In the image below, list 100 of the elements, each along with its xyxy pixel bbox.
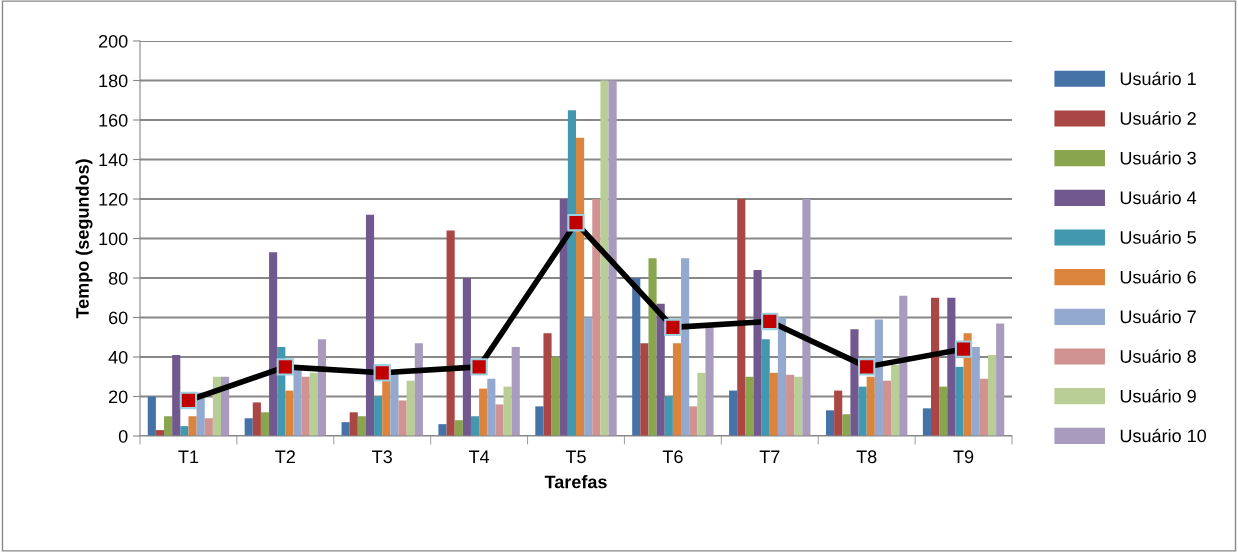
x-tick-label: T6: [662, 450, 683, 464]
bar: [349, 412, 358, 436]
bar: [382, 380, 391, 436]
bar: [882, 380, 892, 436]
bar: [576, 137, 585, 436]
bar: [317, 339, 327, 436]
bar: [866, 376, 875, 436]
bar: [850, 329, 859, 436]
x-tick-label: T9: [953, 450, 974, 464]
bar: [180, 426, 189, 436]
bar: [939, 386, 948, 436]
legend-label: Usuário 9: [1120, 389, 1196, 403]
x-tick-label: T3: [372, 450, 392, 464]
bar: [374, 396, 383, 436]
bar: [761, 339, 770, 436]
bar: [979, 378, 988, 436]
bar: [357, 416, 366, 436]
bar: [172, 355, 181, 436]
bar: [931, 297, 940, 436]
bar: [891, 364, 900, 436]
bar: [656, 303, 665, 436]
bar: [559, 199, 568, 436]
bar: [147, 396, 156, 436]
y-tick-label: 0: [118, 429, 128, 443]
y-tick-label: 60: [109, 311, 128, 325]
bar: [697, 372, 706, 436]
bar: [996, 323, 1005, 436]
bar: [705, 327, 714, 436]
bar: [608, 80, 617, 436]
legend-label: Usuário 3: [1120, 151, 1196, 165]
bar: [252, 402, 261, 436]
bar: [592, 199, 601, 436]
bar: [753, 270, 762, 436]
bar: [794, 376, 803, 436]
bar: [309, 372, 318, 436]
y-tick-label: 140: [99, 153, 128, 167]
x-axis-title: Tarefas: [544, 475, 607, 489]
bar: [689, 406, 698, 436]
legend-label: Usuário 10: [1120, 428, 1207, 443]
bar: [987, 355, 997, 436]
legend-label: Usuário 5: [1120, 230, 1196, 244]
bar: [842, 414, 851, 436]
legend-label: Usuário 1: [1120, 71, 1196, 86]
legend-label: Usuário 4: [1120, 190, 1197, 205]
bar: [511, 347, 520, 436]
x-tick-label: T2: [275, 450, 295, 463]
bar: [737, 199, 746, 436]
legend-label: Usuário 6: [1120, 270, 1196, 284]
bar: [640, 343, 649, 436]
bar: [495, 404, 504, 436]
bar: [955, 366, 964, 436]
bar: [648, 258, 657, 436]
bar: [204, 418, 213, 436]
bar: [584, 317, 593, 436]
y-axis-title: Tempo (segundos): [75, 159, 93, 319]
bar: [858, 386, 867, 436]
legend-label: Usuário 2: [1120, 111, 1196, 125]
legend-label: Usuário 8: [1120, 349, 1196, 363]
x-tick-label: T5: [565, 450, 586, 464]
bar: [664, 396, 673, 436]
bar: [365, 214, 375, 436]
bar: [341, 422, 350, 436]
bar: [188, 416, 197, 436]
y-tick-label: 160: [99, 113, 128, 127]
bar: [947, 297, 956, 436]
bar: [164, 416, 173, 436]
y-tick-label: 20: [109, 390, 128, 404]
bar: [487, 378, 496, 436]
bar: [600, 80, 609, 436]
bar: [551, 357, 560, 436]
bar: [729, 390, 738, 436]
bar: [899, 295, 908, 436]
bar: [802, 199, 811, 436]
y-tick-label: 80: [108, 271, 128, 285]
y-tick-label: 100: [99, 232, 128, 246]
bar: [398, 400, 407, 436]
y-tick-label: 120: [99, 192, 128, 206]
bar: [535, 406, 544, 436]
bar: [470, 416, 480, 436]
bar: [745, 376, 754, 436]
bar: [825, 410, 835, 436]
y-tick-label: 180: [99, 74, 128, 88]
bar: [834, 390, 843, 436]
bar: [406, 380, 415, 436]
x-tick-label: T7: [759, 450, 780, 463]
bar: [769, 372, 778, 436]
bar: [446, 230, 455, 436]
bar: [390, 372, 399, 436]
bar: [971, 347, 980, 436]
bar: [462, 278, 471, 436]
bar: [681, 258, 690, 436]
bar: [874, 319, 883, 436]
bar: [632, 278, 641, 436]
y-tick-label: 40: [108, 350, 128, 364]
bar: [503, 386, 512, 436]
bar: [922, 408, 931, 436]
bar: [567, 110, 576, 436]
x-tick-label: T4: [468, 450, 490, 463]
bar: [786, 374, 795, 436]
x-tick-label: T1: [178, 450, 199, 463]
